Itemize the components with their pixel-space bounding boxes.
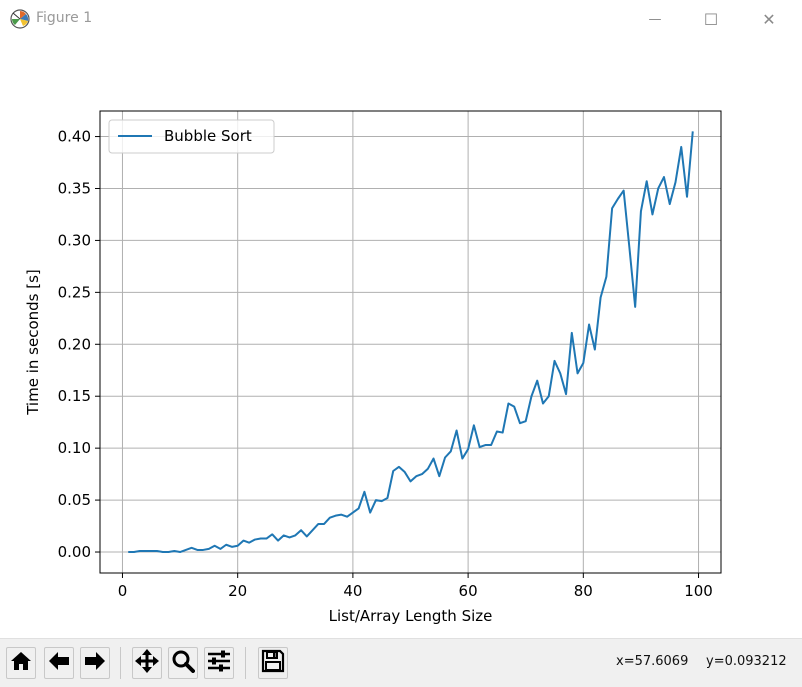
move-arrows-icon bbox=[134, 648, 160, 678]
series-lines bbox=[128, 131, 694, 554]
maximize-button[interactable]: ☐ bbox=[688, 0, 734, 38]
magnifier-icon bbox=[171, 649, 195, 677]
back-button[interactable] bbox=[44, 647, 74, 679]
floppy-disk-icon bbox=[261, 649, 285, 677]
series-line-bubble-sort bbox=[128, 131, 694, 554]
x-tick-label: 40 bbox=[343, 582, 362, 600]
home-button[interactable] bbox=[6, 647, 36, 679]
save-button[interactable] bbox=[258, 647, 288, 679]
arrow-right-icon bbox=[83, 649, 107, 677]
y-tick-label: 0.35 bbox=[58, 179, 91, 197]
x-tick-label: 20 bbox=[228, 582, 247, 600]
pan-button[interactable] bbox=[132, 647, 162, 679]
sliders-icon bbox=[206, 649, 232, 677]
y-tick-label: 0.05 bbox=[58, 491, 91, 509]
y-axis-label: Time in seconds [s] bbox=[24, 269, 42, 416]
y-tick-label: 0.40 bbox=[58, 128, 91, 146]
x-tick-labels: 0 20 40 60 80 100 bbox=[118, 582, 713, 600]
matplotlib-logo-icon bbox=[9, 8, 31, 30]
close-button[interactable]: ✕ bbox=[746, 0, 792, 38]
arrow-left-icon bbox=[47, 649, 71, 677]
figure-canvas[interactable]: 0 20 40 60 80 100 0.00 0.05 0.10 0.15 0.20 0.25 0.3… bbox=[0, 38, 802, 638]
y-tick-label: 0.25 bbox=[58, 283, 91, 301]
legend-box bbox=[108, 119, 275, 154]
minimize-icon: — bbox=[648, 11, 662, 27]
y-tick-label: 0.20 bbox=[58, 335, 91, 353]
toolbar-separator bbox=[120, 647, 121, 679]
y-tick-labels: 0.00 0.05 0.10 0.15 0.20 0.25 0.30 0.35 0.40 bbox=[58, 128, 91, 561]
x-tick-label: 60 bbox=[459, 582, 478, 600]
y-tick-label: 0.00 bbox=[58, 543, 91, 561]
window-titlebar[interactable]: Figure 1 — ☐ ✕ bbox=[0, 0, 802, 38]
subplots-button[interactable] bbox=[204, 647, 234, 679]
y-tick-label: 0.10 bbox=[58, 439, 91, 457]
legend-entry-label: Bubble Sort bbox=[164, 127, 252, 145]
navigation-toolbar bbox=[0, 638, 802, 687]
legend: Bubble Sort bbox=[108, 119, 275, 154]
close-icon: ✕ bbox=[762, 9, 776, 29]
toolbar-separator bbox=[245, 647, 246, 679]
x-axis-label: List/Array Length Size bbox=[329, 607, 493, 625]
window-title: Figure 1 bbox=[36, 10, 93, 26]
axes-frame bbox=[99, 110, 722, 574]
home-icon bbox=[9, 649, 33, 677]
y-tick-label: 0.30 bbox=[58, 231, 91, 249]
cursor-x-readout: x=57.6069 bbox=[616, 654, 689, 669]
maximize-icon: ☐ bbox=[703, 9, 719, 29]
minimize-button[interactable]: — bbox=[632, 0, 678, 38]
x-tick-label: 0 bbox=[118, 582, 128, 600]
forward-button[interactable] bbox=[80, 647, 110, 679]
y-tick-label: 0.15 bbox=[58, 387, 91, 405]
x-tick-label: 80 bbox=[574, 582, 593, 600]
grid-lines bbox=[100, 111, 721, 573]
zoom-button[interactable] bbox=[168, 647, 198, 679]
x-tick-label: 100 bbox=[684, 582, 713, 600]
line-chart[interactable]: 0 20 40 60 80 100 0.00 0.05 0.10 0.15 0.20 0.25 0.3… bbox=[0, 38, 802, 638]
axis-ticks bbox=[95, 136, 700, 578]
cursor-y-readout: y=0.093212 bbox=[706, 654, 787, 669]
